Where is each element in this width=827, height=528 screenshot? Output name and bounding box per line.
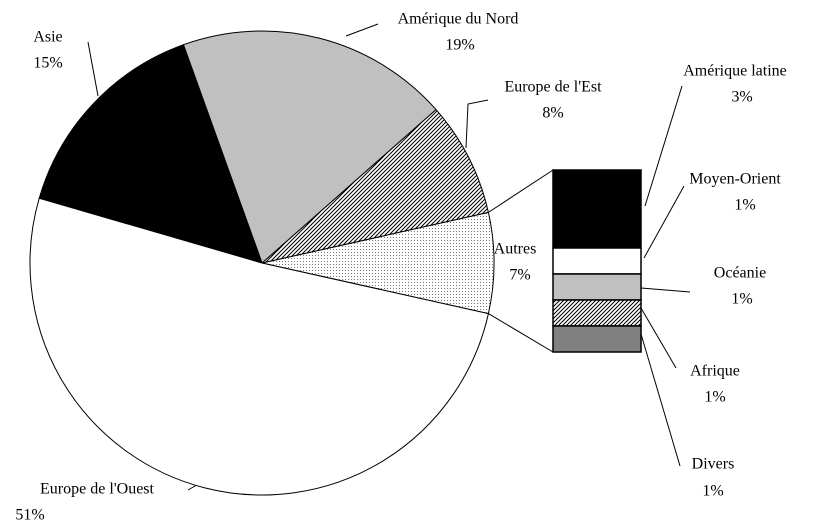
pie-slice: [29, 197, 490, 496]
bar-value: 3%: [731, 89, 752, 106]
pie-slice: [261, 211, 495, 315]
slice-value: 19%: [445, 37, 474, 54]
pie-slice: [261, 108, 490, 264]
bar-label: Amérique latine: [683, 63, 787, 80]
slice-label: Autres: [494, 241, 537, 258]
bar-label: Moyen-Orient: [689, 171, 781, 188]
leader-line: [465, 99, 489, 149]
bar-label: Divers: [692, 456, 735, 473]
slice-label: Amérique du Nord: [398, 11, 519, 28]
leader-line: [644, 85, 683, 207]
bar-label: Afrique: [690, 363, 740, 380]
connector: [488, 313, 554, 353]
leader-line: [640, 307, 677, 369]
slice-label: Europe de l'Ouest: [40, 481, 155, 498]
bar-segment: [552, 273, 642, 301]
bar-segment: [552, 247, 642, 275]
bar-value: 1%: [704, 389, 725, 406]
leader-line: [87, 41, 99, 97]
slice-value: 51%: [15, 507, 44, 524]
bar-segment: [552, 325, 642, 353]
bar-label: Océanie: [714, 265, 766, 282]
bar-value: 1%: [734, 197, 755, 214]
bar-segment: [552, 169, 642, 249]
bar-value: 1%: [731, 291, 752, 308]
bar-segment: [552, 299, 642, 327]
leader-line: [345, 23, 379, 37]
leader-lines: [87, 23, 691, 491]
slice-label: Asie: [33, 29, 62, 46]
pie-slice: [182, 30, 437, 264]
slice-label: Europe de l'Est: [504, 79, 602, 96]
connector: [488, 169, 554, 213]
slice-value: 8%: [542, 105, 563, 122]
slice-value: 7%: [509, 267, 530, 284]
leader-line: [640, 287, 691, 293]
slice-value: 15%: [33, 55, 62, 72]
leader-line: [640, 333, 681, 467]
leader-line: [643, 185, 685, 259]
pie-slice: [38, 44, 263, 264]
bar-value: 1%: [702, 483, 723, 500]
